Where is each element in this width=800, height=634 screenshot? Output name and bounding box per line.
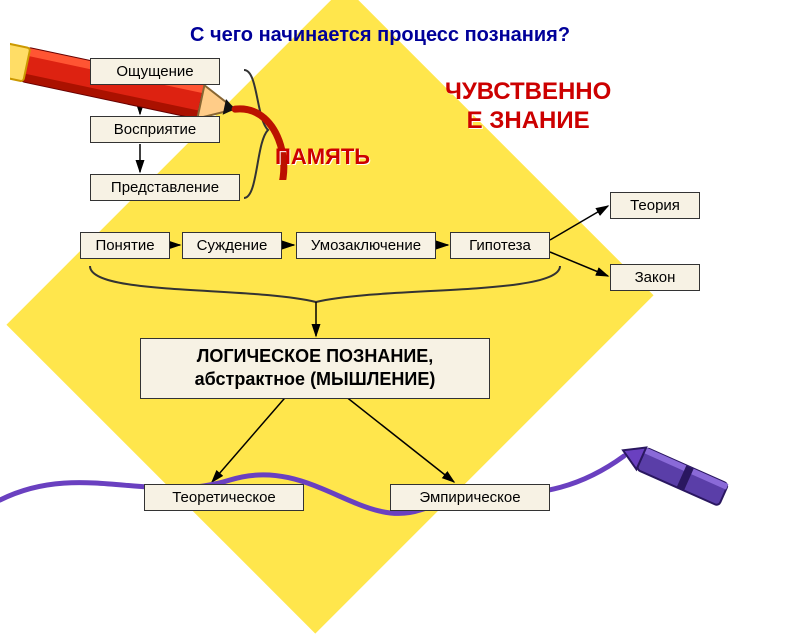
- crayon-icon: [608, 428, 758, 528]
- box-judgment: Суждение: [182, 232, 282, 259]
- box-sensation: Ощущение: [90, 58, 220, 85]
- sensory-line2: Е ЗНАНИЕ: [467, 107, 590, 134]
- sensory-label: ЧУВСТВЕННО Е ЗНАНИЕ: [445, 78, 611, 136]
- memory-text: ПАМЯТЬ: [275, 144, 370, 169]
- box-perception: Восприятие: [90, 116, 220, 143]
- logic-line2: абстрактное (МЫШЛЕНИЕ): [195, 369, 436, 389]
- box-empirical: Эмпирическое: [390, 484, 550, 511]
- box-representation: Представление: [90, 174, 240, 201]
- box-theoretical: Теоретическое: [144, 484, 304, 511]
- logic-line1: ЛОГИЧЕСКОЕ ПОЗНАНИЕ,: [197, 346, 434, 366]
- memory-label: ПАМЯТЬ: [275, 144, 370, 170]
- box-concept: Понятие: [80, 232, 170, 259]
- main-title: С чего начинается процесс познания?: [190, 24, 800, 47]
- box-law: Закон: [610, 264, 700, 291]
- logic-box: ЛОГИЧЕСКОЕ ПОЗНАНИЕ, абстрактное (МЫШЛЕН…: [140, 338, 490, 399]
- box-inference: Умозаключение: [296, 232, 436, 259]
- box-hypothesis: Гипотеза: [450, 232, 550, 259]
- sensory-line1: ЧУВСТВЕННО: [445, 78, 611, 105]
- box-theory: Теория: [610, 192, 700, 219]
